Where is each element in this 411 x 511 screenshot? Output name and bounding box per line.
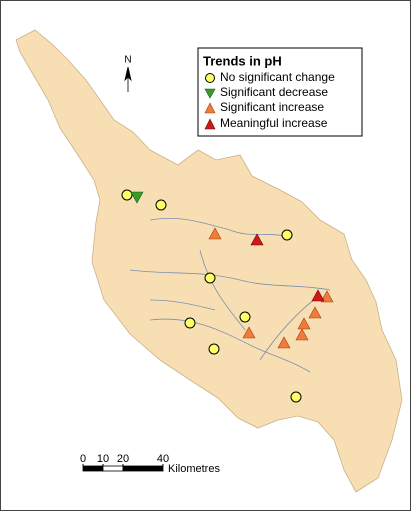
legend-title: Trends in pH xyxy=(203,53,282,68)
site-markers xyxy=(121,189,334,403)
site xyxy=(320,290,334,303)
site xyxy=(208,343,220,355)
site xyxy=(281,229,293,241)
north-label: N xyxy=(124,55,131,66)
site xyxy=(308,306,322,319)
site xyxy=(155,199,167,211)
site xyxy=(208,227,222,240)
legend-symbol xyxy=(204,118,216,130)
legend-label: Significant increase xyxy=(220,100,324,114)
legend-label: Meaningful increase xyxy=(220,116,328,130)
land xyxy=(15,29,403,493)
site xyxy=(295,328,309,341)
legend-symbol xyxy=(204,102,216,114)
site xyxy=(277,336,291,349)
site xyxy=(204,272,216,284)
site xyxy=(311,289,325,302)
scale-tick-label: 0 xyxy=(80,453,86,465)
site xyxy=(290,391,302,403)
site xyxy=(121,189,133,201)
legend-label: No significant change xyxy=(220,70,335,84)
site xyxy=(242,326,256,339)
site xyxy=(130,191,144,204)
scale-segment xyxy=(122,465,164,472)
legend: Trends in pH No significant change Signi… xyxy=(197,47,363,137)
scale-segment xyxy=(82,465,104,472)
site xyxy=(250,233,264,246)
legend-symbol xyxy=(205,73,215,83)
scale-tick-label: 20 xyxy=(117,453,129,465)
north-arrow-symbol xyxy=(124,66,132,92)
legend-label: Significant decrease xyxy=(220,85,328,99)
scale-bar: Kilometres 0 10 20 40 xyxy=(80,453,221,475)
scale-unit: Kilometres xyxy=(168,463,220,475)
scale-tick-label: 40 xyxy=(157,453,169,465)
legend-symbol xyxy=(204,88,216,99)
site xyxy=(297,317,311,330)
scale-segment xyxy=(102,465,124,472)
site xyxy=(184,317,196,329)
scale-tick-label: 10 xyxy=(97,453,109,465)
site xyxy=(239,311,251,323)
legend-box xyxy=(197,47,363,137)
north-arrow: N xyxy=(124,55,132,92)
